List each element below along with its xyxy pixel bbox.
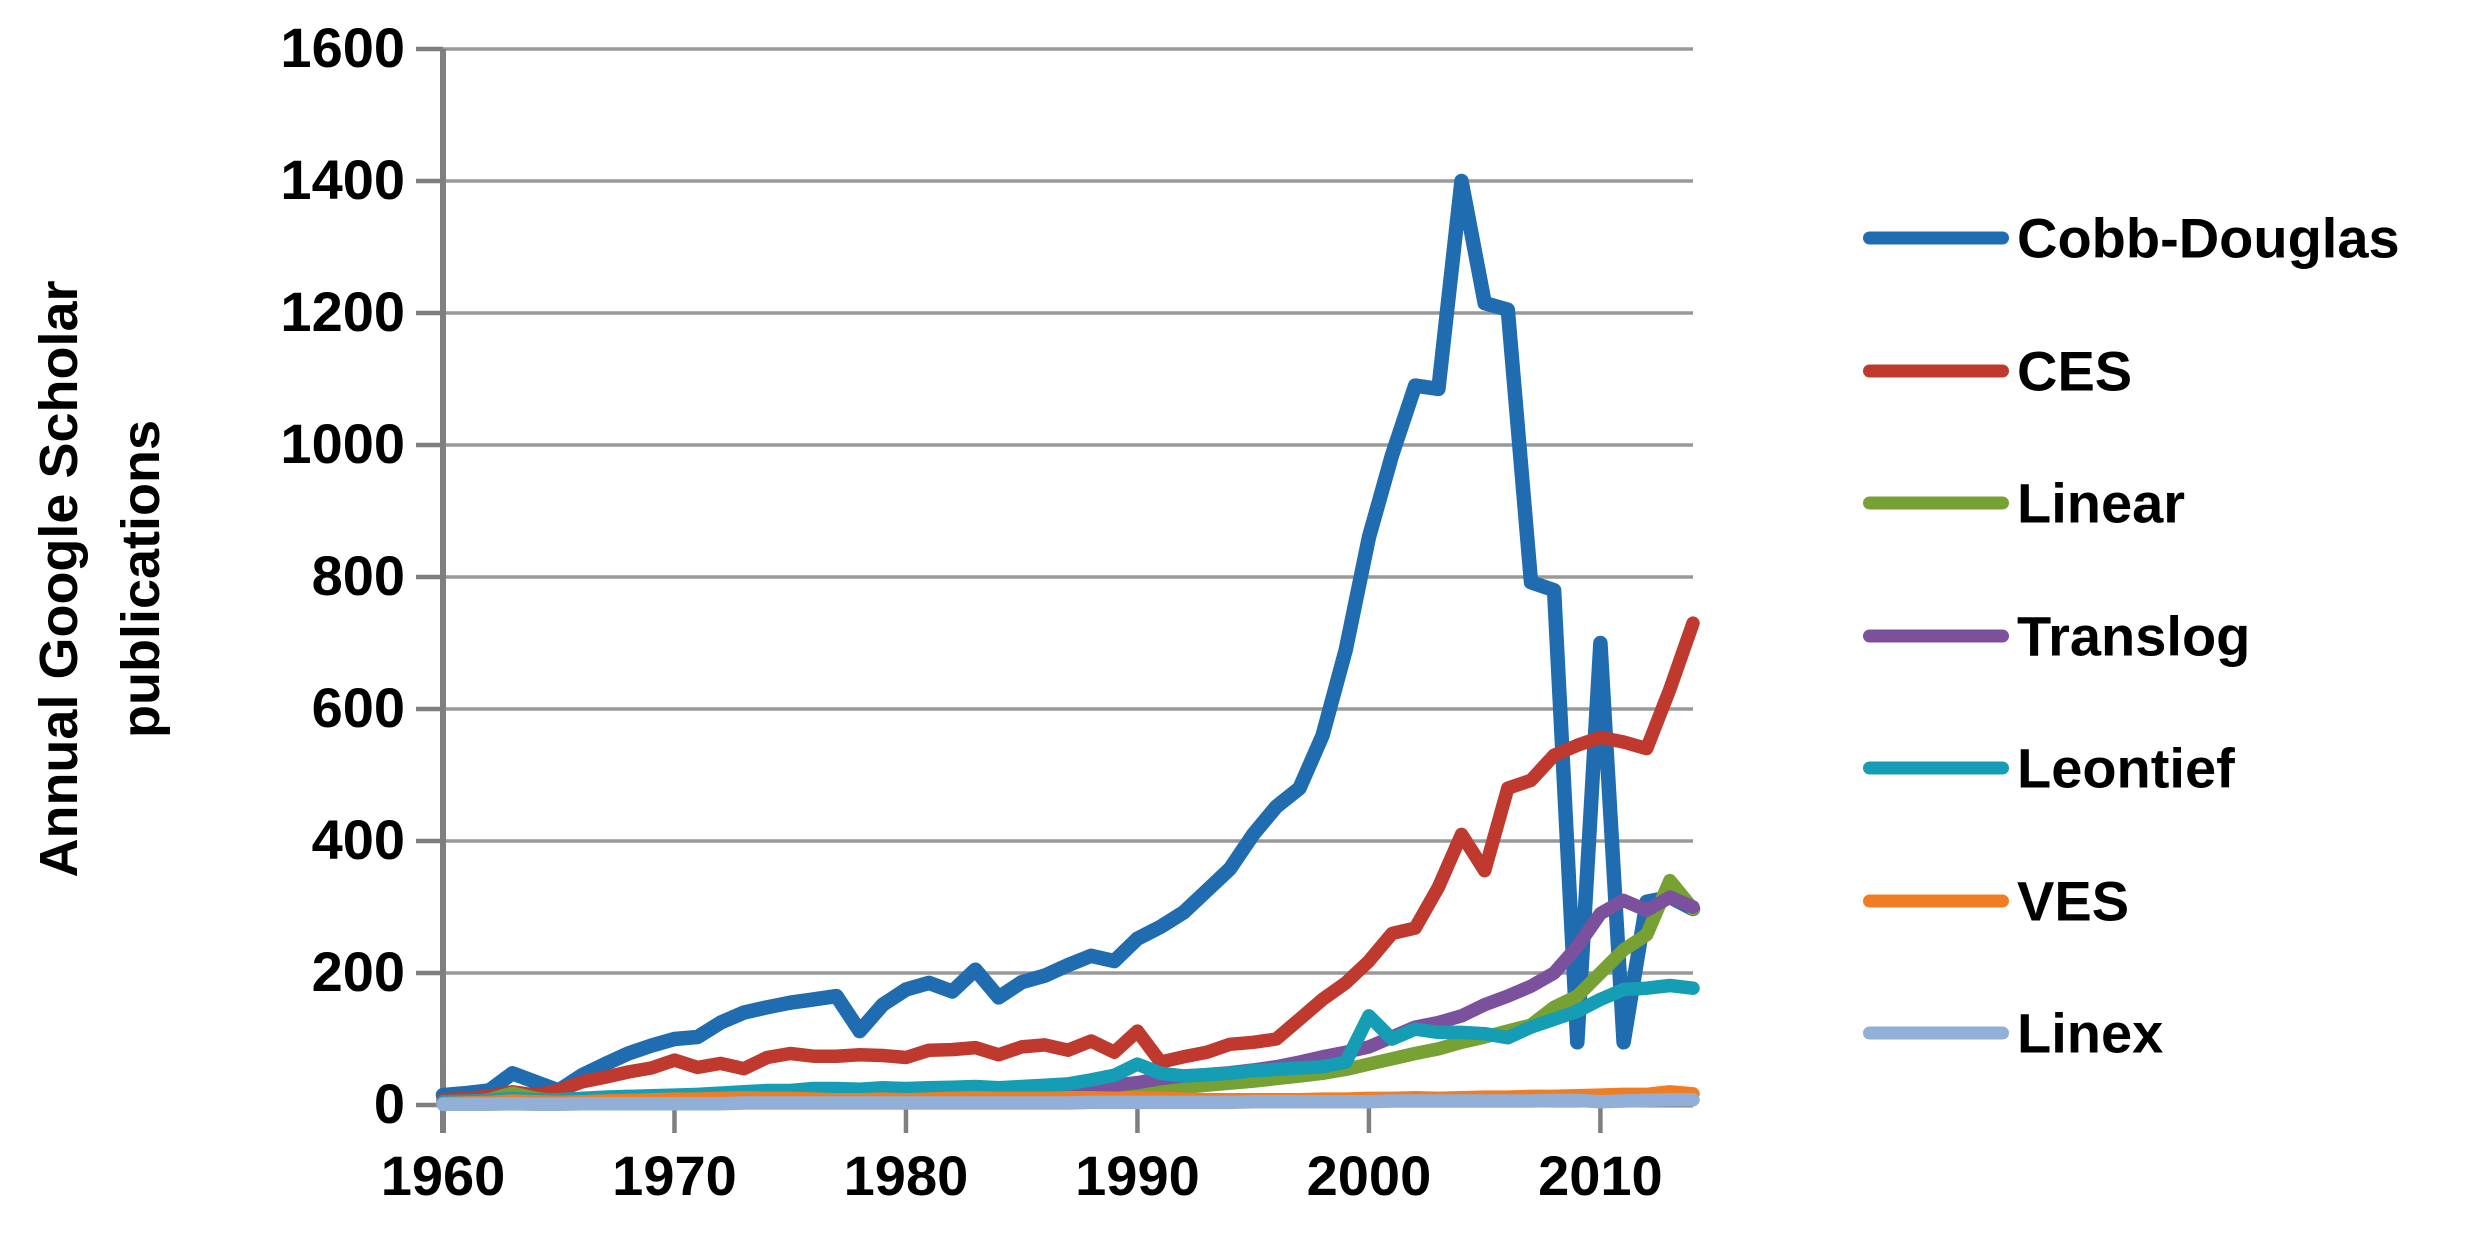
x-tick-label-1980: 1980 xyxy=(843,1144,969,1207)
y-axis-title: Annual Google Scholar publications xyxy=(18,29,188,1129)
series-line-linex xyxy=(436,1092,1700,1112)
y-tick-label-600: 600 xyxy=(311,676,405,740)
series-line-ces xyxy=(436,616,1700,1107)
y-tick-label-0: 0 xyxy=(373,1072,405,1136)
series-line-cobb-douglas xyxy=(435,173,1701,1103)
y-tick-label-1400: 1400 xyxy=(280,148,405,212)
y-tick-label-1000: 1000 xyxy=(280,412,405,476)
x-tick-label-2010: 2010 xyxy=(1538,1144,1663,1207)
y-axis-title-line2: publications xyxy=(111,420,171,739)
y-tick-label-200: 200 xyxy=(311,940,405,1004)
x-tick-label-1970: 1970 xyxy=(612,1144,737,1207)
y-tick-label-800: 800 xyxy=(311,544,405,608)
y-tick-label-1600: 1600 xyxy=(280,16,405,80)
x-tick-label-1960: 1960 xyxy=(380,1144,506,1207)
x-tick-label-1990: 1990 xyxy=(1075,1144,1200,1207)
y-tick-label-400: 400 xyxy=(311,808,405,872)
y-axis-title-line1: Annual Google Scholar xyxy=(29,280,89,878)
x-tick-label-2000: 2000 xyxy=(1306,1144,1432,1207)
y-tick-label-1200: 1200 xyxy=(280,280,405,344)
